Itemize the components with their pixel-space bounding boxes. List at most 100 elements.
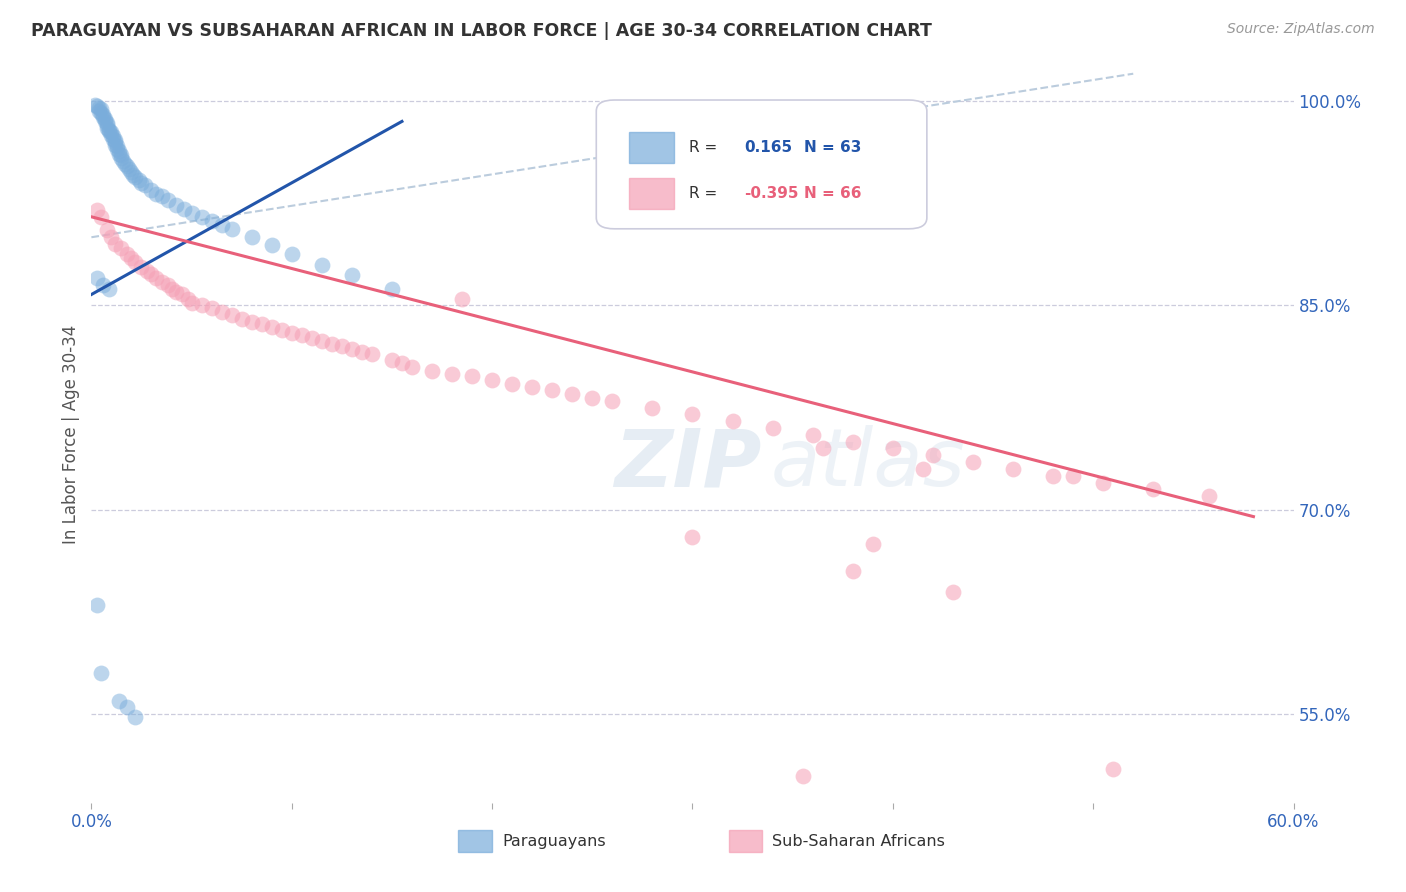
Point <box>721 414 744 428</box>
FancyBboxPatch shape <box>628 132 675 162</box>
Point <box>94 114 117 128</box>
Point <box>156 277 179 292</box>
Point <box>108 147 131 161</box>
FancyBboxPatch shape <box>596 100 927 229</box>
Point <box>180 205 202 219</box>
Point <box>165 197 187 211</box>
Text: Paraguayans: Paraguayans <box>502 833 606 848</box>
Point <box>117 160 139 174</box>
Point <box>340 268 363 283</box>
Point <box>281 326 304 340</box>
Point <box>121 165 143 179</box>
Text: 0.165: 0.165 <box>744 140 792 154</box>
Point <box>100 125 122 139</box>
Point <box>911 462 934 476</box>
Point <box>321 336 343 351</box>
Point <box>522 380 544 394</box>
Point <box>112 153 135 168</box>
Point <box>190 298 212 312</box>
Point <box>118 162 141 177</box>
Point <box>124 170 146 185</box>
Point <box>381 282 404 296</box>
Point <box>136 264 159 278</box>
Point <box>104 135 127 149</box>
Point <box>170 287 193 301</box>
Point <box>93 107 115 121</box>
Point <box>90 666 112 681</box>
Point <box>1142 483 1164 497</box>
Point <box>681 530 703 544</box>
Point <box>124 254 146 268</box>
Point <box>173 202 195 216</box>
Point <box>882 442 904 456</box>
Point <box>134 178 156 193</box>
FancyBboxPatch shape <box>628 178 675 209</box>
Point <box>107 142 129 156</box>
Point <box>291 328 314 343</box>
Point <box>221 308 243 322</box>
Point <box>156 194 179 208</box>
Point <box>762 421 785 435</box>
Point <box>190 210 212 224</box>
Point <box>114 156 136 170</box>
Point <box>110 151 132 165</box>
Point <box>381 352 404 367</box>
Point <box>221 222 243 236</box>
Point <box>141 267 163 281</box>
Point <box>86 99 108 113</box>
Point <box>211 218 233 232</box>
Text: PARAGUAYAN VS SUBSAHARAN AFRICAN IN LABOR FORCE | AGE 30-34 CORRELATION CHART: PARAGUAYAN VS SUBSAHARAN AFRICAN IN LABO… <box>31 22 932 40</box>
Point <box>581 391 603 405</box>
Point <box>128 173 150 187</box>
Point <box>100 230 122 244</box>
Point <box>121 251 143 265</box>
Point <box>301 331 323 345</box>
FancyBboxPatch shape <box>728 830 762 852</box>
Point <box>86 202 108 217</box>
Point <box>841 434 863 449</box>
Text: R =: R = <box>689 140 717 154</box>
Point <box>108 693 131 707</box>
Point <box>96 119 118 133</box>
Point <box>96 116 118 130</box>
Text: R =: R = <box>689 186 717 201</box>
Point <box>98 122 121 136</box>
Point <box>922 448 945 462</box>
Point <box>350 344 373 359</box>
Text: Source: ZipAtlas.com: Source: ZipAtlas.com <box>1227 22 1375 37</box>
Point <box>541 383 564 397</box>
Point <box>211 305 233 319</box>
Point <box>231 312 253 326</box>
Point <box>98 282 121 296</box>
Point <box>942 584 965 599</box>
Point <box>108 145 131 159</box>
Point <box>1102 762 1125 776</box>
Point <box>150 189 173 203</box>
Point <box>110 148 132 162</box>
Point <box>104 237 127 252</box>
Point <box>89 103 111 118</box>
Point <box>360 347 382 361</box>
Point <box>84 98 107 112</box>
Point <box>270 323 292 337</box>
Point <box>561 387 583 401</box>
Point <box>141 182 163 196</box>
Point <box>681 408 703 422</box>
Text: N = 66: N = 66 <box>804 186 862 201</box>
Point <box>260 320 283 334</box>
Point <box>201 214 224 228</box>
Point <box>176 292 198 306</box>
Point <box>96 121 118 136</box>
Point <box>122 168 145 182</box>
Point <box>260 238 283 252</box>
Point <box>104 133 127 147</box>
Point <box>340 342 363 356</box>
Point <box>117 700 139 714</box>
Point <box>201 301 224 315</box>
Text: N = 63: N = 63 <box>804 140 862 154</box>
Point <box>440 367 463 381</box>
Point <box>841 564 863 578</box>
Point <box>451 292 474 306</box>
Point <box>103 132 125 146</box>
Point <box>93 277 115 292</box>
